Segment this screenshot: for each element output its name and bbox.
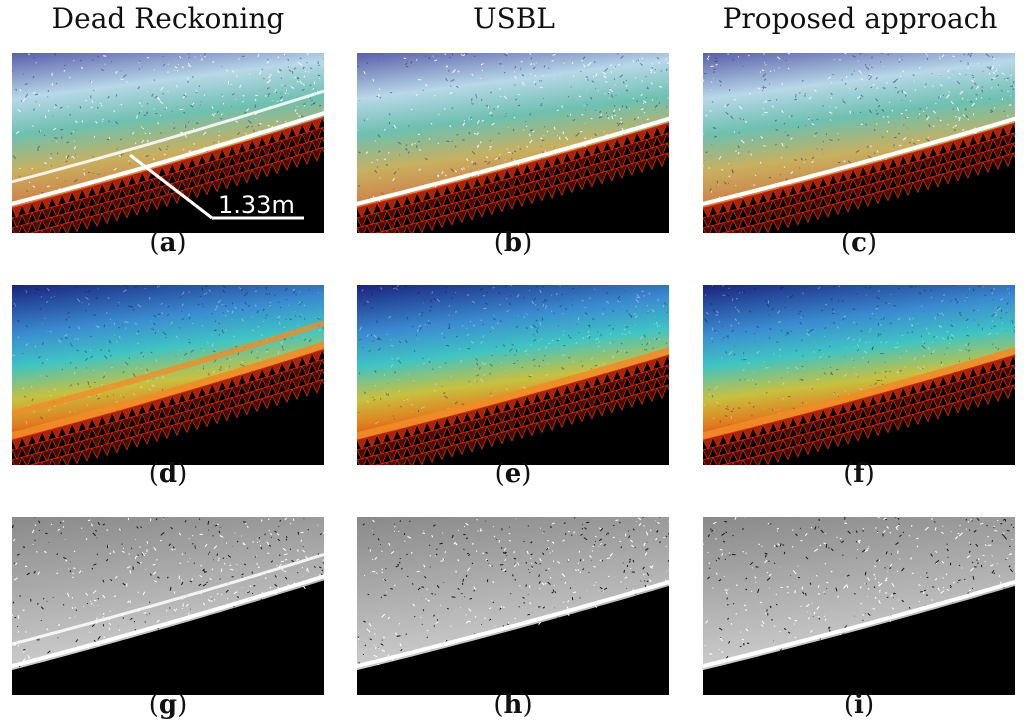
caption-letter: c [851,228,867,258]
caption-e: (e) [494,459,532,489]
caption-letter: f [853,459,865,489]
caption-letter: a [159,228,177,258]
caption-letter: d [158,459,178,489]
caption-letter: b [503,228,523,258]
panel-a-image: 1.33m [12,53,324,233]
caption-letter: i [854,690,864,720]
panel-i-image [703,517,1015,671]
measurement-label: 1.33m [218,191,295,219]
panel-h [357,517,669,695]
caption-c: (c) [840,228,878,258]
caption-b: (b) [493,228,533,258]
caption-g: (g) [148,690,188,720]
caption-d: (d) [148,459,188,489]
panel-a: 1.33m [12,53,324,233]
panel-g-image [12,517,324,671]
panel-f-image [703,285,1015,465]
panel-b-image [357,53,669,233]
caption-i: (i) [843,690,875,720]
column-title-proposed-approach: Proposed approach [722,2,998,35]
caption-h: (h) [493,690,533,720]
column-title-usbl: USBL [473,2,555,35]
panel-i [703,517,1015,695]
caption-letter: e [504,459,522,489]
panel-c [703,53,1015,233]
panel-d [12,285,324,465]
caption-a: (a) [149,228,187,258]
caption-f: (f) [843,459,875,489]
panel-d-image [12,285,324,465]
caption-letter: h [503,690,523,720]
column-title-dead-reckoning: Dead Reckoning [51,2,285,35]
caption-letter: g [158,690,178,720]
panel-g [12,517,324,695]
panel-f [703,285,1015,465]
panel-h-image [357,517,669,671]
panel-b [357,53,669,233]
panel-c-image [703,53,1015,233]
panel-e-image [357,285,669,465]
measurement-annotation: 1.33m [129,153,304,220]
panel-e [357,285,669,465]
